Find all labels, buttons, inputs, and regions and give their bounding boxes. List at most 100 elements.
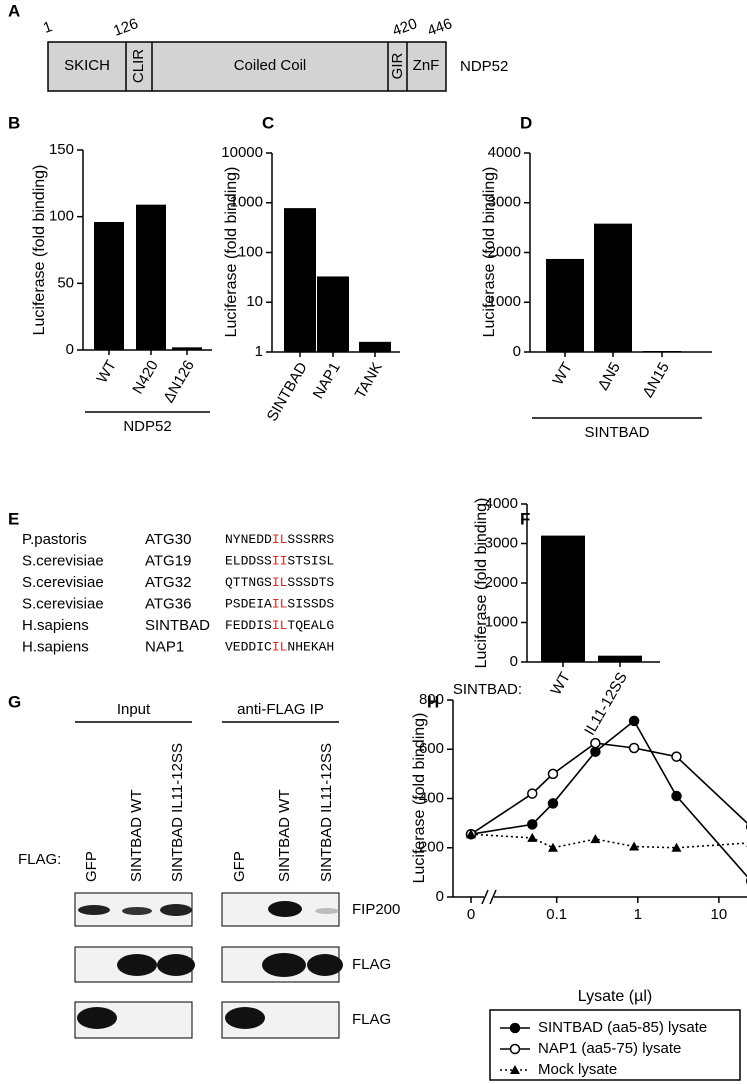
- x-tick-label: IL11-12SS: [581, 669, 631, 738]
- y-tick-label: 10000: [221, 144, 263, 161]
- y-tick-label: 0: [66, 341, 74, 358]
- band: [262, 953, 306, 977]
- x-tick-label: SINTBAD: [264, 359, 311, 424]
- x-tick-label: NAP1: [310, 359, 344, 401]
- y-tick-label: 4000: [485, 495, 518, 512]
- band: [307, 954, 343, 976]
- sequence-part: PSDEIA: [225, 597, 272, 612]
- marker: [671, 790, 682, 802]
- y-tick-label: 100: [238, 243, 263, 260]
- blot-label: FLAG: [352, 956, 391, 973]
- lane-label: SINTBAD IL11-12SS: [169, 743, 186, 882]
- x-tick-label: 1: [634, 906, 642, 923]
- y-tick-label: 1000: [485, 613, 518, 630]
- domain-label: Coiled Coil: [234, 57, 307, 74]
- protein-label: NDP52: [460, 58, 508, 75]
- marker: [590, 834, 601, 844]
- bar: [172, 347, 202, 350]
- y-axis-label: Luciferase (fold binding): [473, 498, 490, 669]
- bar: [317, 276, 349, 352]
- marker: [590, 737, 601, 749]
- y-tick-label: 800: [419, 691, 444, 708]
- x-axis-label: Lysate (µl): [578, 988, 652, 1005]
- legend-box: [489, 1009, 741, 1081]
- organism: H.sapiens: [22, 617, 89, 634]
- legend-label: SINTBAD (aa5-85) lysate: [538, 1019, 707, 1036]
- bar: [643, 351, 681, 352]
- legend-marker: [509, 1043, 521, 1055]
- protein: ATG19: [145, 552, 191, 569]
- marker: [527, 788, 538, 799]
- bar: [284, 208, 316, 352]
- panel-label: D: [520, 113, 532, 132]
- y-tick-label: 1: [255, 343, 263, 360]
- position-label: 1: [41, 18, 55, 37]
- x-tick-label: WT: [548, 669, 574, 698]
- y-axis-label: Luciferase (fold binding): [31, 165, 48, 336]
- sequence: ELDDSSIISTSISL: [225, 554, 334, 569]
- group-label: anti-FLAG IP: [237, 701, 324, 718]
- sequence-part: VEDDIC: [225, 640, 272, 655]
- x-tick-label: ΔN126: [160, 357, 198, 405]
- panel-label: G: [8, 692, 21, 711]
- sequence: VEDDICILNHEKAH: [225, 640, 334, 655]
- motif: IL: [272, 618, 288, 633]
- band: [157, 954, 195, 976]
- domain-label: CLIR: [130, 49, 147, 83]
- panel-label: E: [8, 509, 19, 528]
- organism: S.cerevisiae: [22, 552, 104, 569]
- domain-label: SKICH: [64, 57, 110, 74]
- y-tick-label: 1000: [488, 293, 521, 310]
- y-axis-label: Luciferase (fold binding): [481, 167, 498, 338]
- x-tick-label: TANK: [352, 359, 386, 401]
- y-axis-label: Luciferase (fold binding): [411, 713, 428, 884]
- marker: [628, 742, 640, 754]
- sequence-part: TQEALG: [287, 618, 334, 633]
- sequence-part: FEDDIS: [225, 618, 272, 633]
- y-axis-label: Luciferase (fold binding): [223, 167, 240, 338]
- marker: [547, 842, 558, 852]
- motif: IL: [272, 597, 288, 612]
- group-label: SINTBAD: [584, 424, 649, 441]
- band: [78, 905, 110, 915]
- bar: [359, 341, 391, 352]
- x-tick-label: ΔN5: [595, 359, 624, 393]
- protein: NAP1: [145, 638, 184, 655]
- sequence: FEDDISILTQEALG: [225, 618, 334, 633]
- bar: [598, 655, 642, 662]
- y-tick-label: 10: [246, 293, 263, 310]
- sequence-part: SISSDS: [287, 597, 334, 612]
- motif: IL: [272, 575, 288, 590]
- y-tick-label: 4000: [488, 144, 521, 161]
- bar: [546, 258, 584, 352]
- y-tick-label: 3000: [485, 534, 518, 551]
- band: [160, 904, 192, 916]
- sequence-part: ELDDSS: [225, 554, 272, 569]
- band: [77, 1007, 117, 1029]
- protein: ATG36: [145, 595, 191, 612]
- y-tick-label: 150: [49, 141, 74, 158]
- panel-label: C: [262, 113, 274, 132]
- organism: S.cerevisiae: [22, 574, 104, 591]
- motif: II: [272, 554, 288, 569]
- x-tick-label: N420: [129, 357, 162, 397]
- marker: [527, 832, 538, 842]
- panel-label: H: [427, 692, 439, 711]
- y-tick-label: 600: [419, 740, 444, 757]
- domain-label: ZnF: [413, 57, 440, 74]
- bar: [541, 535, 585, 662]
- position-label: 420: [390, 15, 419, 40]
- marker: [629, 841, 640, 851]
- organism: S.cerevisiae: [22, 595, 104, 612]
- organism: P.pastoris: [22, 531, 87, 548]
- domain-bar: [47, 41, 447, 92]
- blot-label: FIP200: [352, 901, 400, 918]
- panel-label: F: [520, 509, 530, 528]
- blots: [74, 892, 343, 1039]
- y-tick-label: 50: [57, 274, 74, 291]
- group-label: NDP52: [123, 418, 171, 435]
- sequence: PSDEIAILSISSDS: [225, 597, 334, 612]
- protein: ATG32: [145, 574, 191, 591]
- marker: [466, 829, 476, 839]
